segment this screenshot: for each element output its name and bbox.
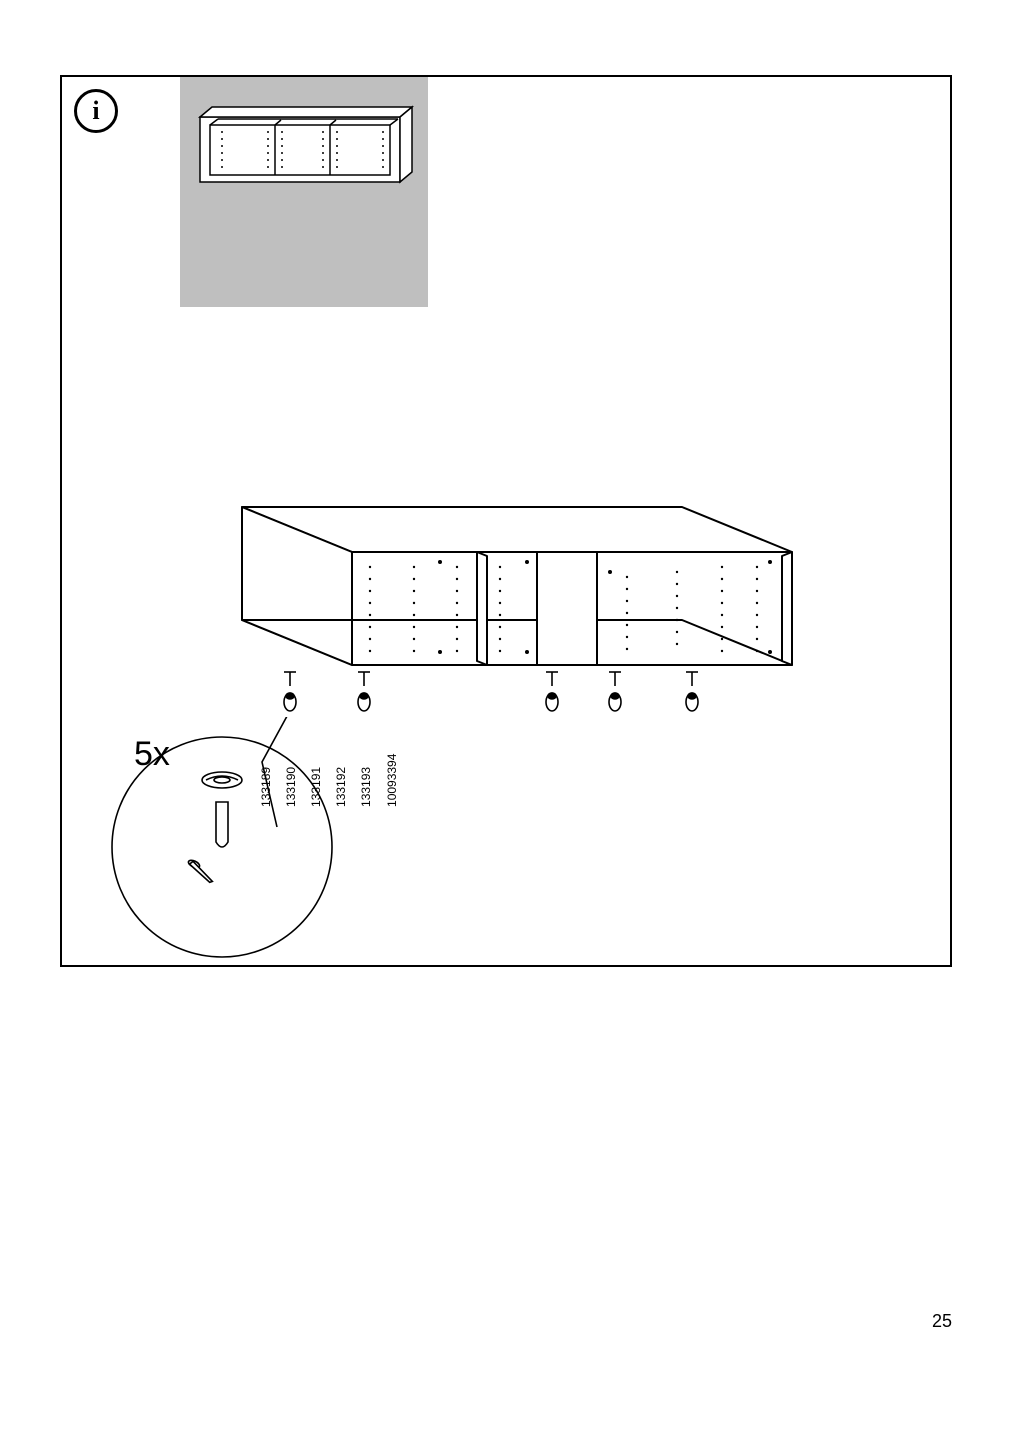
part-numbers: 133189 133190 133191 133192 133193 10093… [247,754,411,827]
preview-panel [180,77,428,307]
instruction-page: i [60,75,952,967]
info-glyph: i [92,96,99,126]
partnum-3: 133192 [334,767,348,807]
partnum-2: 133191 [309,767,323,807]
main-illustration [182,447,822,707]
partnum-5: 10093394 [385,754,399,807]
page-number: 25 [932,1311,952,1332]
main-drawing [182,447,822,747]
partnum-4: 133193 [359,767,373,807]
preview-drawing [180,77,428,307]
hardware-callout: 5x 133189 133190 133191 133192 133193 10… [92,717,352,927]
info-icon: i [74,89,118,133]
partnum-0: 133189 [259,767,273,807]
partnum-1: 133190 [284,767,298,807]
quantity-label: 5x [134,735,170,774]
